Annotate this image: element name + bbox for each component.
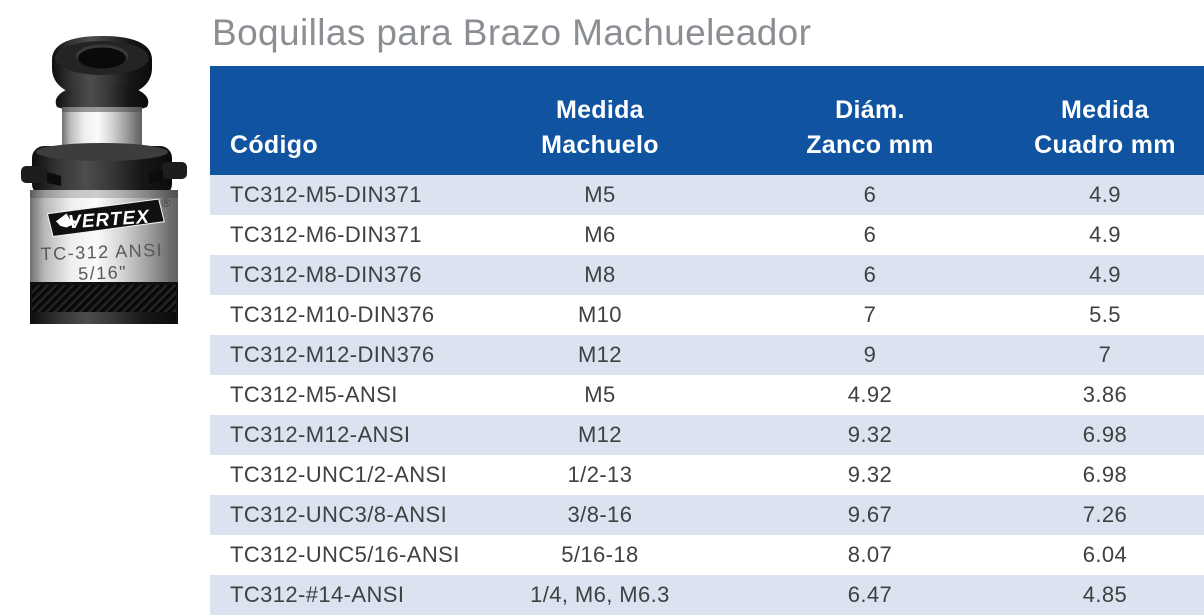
model-text: TC-312 ANSI <box>40 240 163 264</box>
table-cell: 9.32 <box>847 422 893 447</box>
registered-mark: ® <box>162 196 171 210</box>
table-cell: M10 <box>577 302 622 327</box>
column-header-cuadro: Medida Cuadro mm <box>1005 66 1204 175</box>
table-row: TC312-M12-DIN376 M12 9 7 <box>210 335 1204 375</box>
table-cell: 8.07 <box>847 542 893 567</box>
collet-collar <box>21 143 187 196</box>
table-cell: TC312-M5-DIN371 <box>230 182 422 207</box>
table-cell: TC312-M8-DIN376 <box>230 262 422 287</box>
table-row: TC312-M6-DIN371 M6 6 4.9 <box>210 215 1204 255</box>
table-cell: 6.98 <box>1082 422 1128 447</box>
table-cell: 4.85 <box>1082 582 1128 607</box>
table-cell: M6 <box>584 222 616 247</box>
table-cell: M8 <box>584 262 616 287</box>
column-header-zanco: Diám. Zanco mm <box>733 66 1006 175</box>
table-row: TC312-M8-DIN376 M8 6 4.9 <box>210 255 1204 295</box>
table-cell: M12 <box>577 422 622 447</box>
collet-knurl-ring <box>30 282 178 324</box>
table-cell: 4.9 <box>1089 262 1121 287</box>
page-title: Boquillas para Brazo Machueleador <box>212 12 812 53</box>
table-cell: 6.47 <box>847 582 893 607</box>
table-cell: TC312-M12-DIN376 <box>230 342 435 367</box>
table-cell: 4.92 <box>847 382 893 407</box>
table-row: TC312-M5-DIN371 M5 6 4.9 <box>210 175 1204 215</box>
table-cell: 4.9 <box>1089 222 1121 247</box>
table-cell: M12 <box>577 342 622 367</box>
product-spec-table: Código Medida Machuelo Diám. Zanco mm Me… <box>210 66 1204 615</box>
column-header-codigo: Código <box>210 66 466 175</box>
product-photo: VERTEX ® TC-312 ANSI 5/16" <box>6 4 204 326</box>
column-header-machuelo: Medida Machuelo <box>465 66 734 175</box>
table-row: TC312-M5-ANSI M5 4.92 3.86 <box>210 375 1204 415</box>
bird-icon <box>55 213 80 228</box>
table-cell: 1/4, M6, M6.3 <box>530 582 670 607</box>
table-cell: 9.32 <box>847 462 893 487</box>
table-row: TC312-UNC5/16-ANSI 5/16-18 8.07 6.04 <box>210 535 1204 575</box>
table-cell: 6.98 <box>1082 462 1128 487</box>
table-row: TC312-#14-ANSI 1/4, M6, M6.3 6.47 4.85 <box>210 575 1204 615</box>
table-cell: TC312-UNC3/8-ANSI <box>230 502 448 527</box>
table-row: TC312-UNC3/8-ANSI 3/8-16 9.67 7.26 <box>210 495 1204 535</box>
table-cell: 9 <box>863 342 877 367</box>
table-row: TC312-M12-ANSI M12 9.32 6.98 <box>210 415 1204 455</box>
table-cell: 6 <box>863 262 877 287</box>
table-cell: TC312-M10-DIN376 <box>230 302 435 327</box>
table-body: TC312-M5-DIN371 M5 6 4.9 TC312-M6-DIN371 M6 6 4… <box>210 175 1204 615</box>
table-cell: 6.04 <box>1082 542 1128 567</box>
table-header: Código Medida Machuelo Diám. Zanco mm Me… <box>210 66 1204 175</box>
table-cell: 3.86 <box>1082 382 1128 407</box>
table-cell: 9.67 <box>847 502 893 527</box>
table-cell: 6 <box>863 182 877 207</box>
table-cell: 6 <box>863 222 877 247</box>
table-cell: TC312-#14-ANSI <box>230 582 405 607</box>
table-cell: TC312-UNC1/2-ANSI <box>230 462 448 487</box>
table-cell: M5 <box>584 182 616 207</box>
collet-body: VERTEX ® TC-312 ANSI 5/16" <box>30 190 178 284</box>
table-cell: 5/16-18 <box>561 542 639 567</box>
table-cell: TC312-M6-DIN371 <box>230 222 422 247</box>
table-cell: 3/8-16 <box>567 502 633 527</box>
table-cell: M5 <box>584 382 616 407</box>
table-cell: 1/2-13 <box>567 462 633 487</box>
table-cell: TC312-UNC5/16-ANSI <box>230 542 460 567</box>
size-text: 5/16" <box>78 262 128 284</box>
table-cell: 7 <box>1098 342 1112 367</box>
vertex-logo: VERTEX <box>46 198 165 238</box>
table-cell: TC312-M5-ANSI <box>230 382 398 407</box>
table-cell: 7.26 <box>1082 502 1128 527</box>
table-cell: 7 <box>863 302 877 327</box>
collet-top-cap <box>52 36 152 115</box>
tapping-collet-illustration: VERTEX ® TC-312 ANSI 5/16" <box>21 36 187 324</box>
table-cell: 4.9 <box>1089 182 1121 207</box>
table-row: TC312-M10-DIN376 M10 7 5.5 <box>210 295 1204 335</box>
table-cell: TC312-M12-ANSI <box>230 422 411 447</box>
table-row: TC312-UNC1/2-ANSI 1/2-13 9.32 6.98 <box>210 455 1204 495</box>
table-cell: 5.5 <box>1089 302 1121 327</box>
content-area: Boquillas para Brazo Machueleador Código… <box>210 0 1204 615</box>
